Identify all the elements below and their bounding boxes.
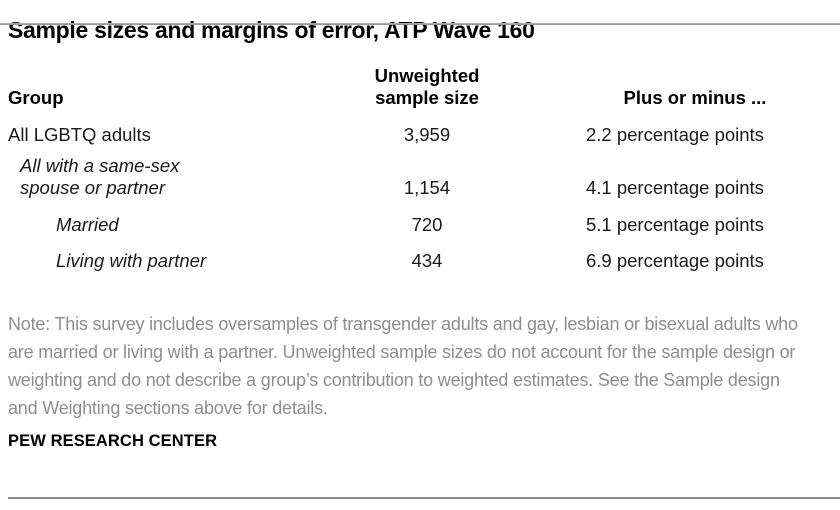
- margin-cell: 5.1 percentage points: [586, 214, 764, 235]
- group-cell: All with a same-sex spouse or partner: [8, 155, 338, 199]
- sample-size-cell: 1,154: [403, 177, 451, 198]
- column-header-sample-size-label: Unweighted sample size: [374, 65, 480, 108]
- table-row: Married 720 5.1 percentage points: [8, 214, 834, 236]
- group-label: Married: [56, 214, 119, 235]
- column-header-margin: Plus or minus ...: [623, 87, 767, 108]
- table-row: All LGBTQ adults 3,959 2.2 percentage po…: [8, 124, 834, 146]
- column-header-group: Group: [8, 87, 64, 108]
- group-cell: Living with partner: [8, 250, 338, 272]
- sample-size-cell: 3,959: [403, 124, 451, 145]
- group-cell: Married: [8, 214, 338, 236]
- margin-cell: 4.1 percentage points: [586, 177, 764, 198]
- group-label: Living with partner: [56, 250, 207, 271]
- table-header-row: Group Unweighted sample size Plus or min…: [8, 65, 834, 109]
- footnote-text: Note: This survey includes oversamples o…: [8, 314, 798, 418]
- table-row: Living with partner 434 6.9 percentage p…: [8, 250, 834, 272]
- sample-size-table: Group Unweighted sample size Plus or min…: [8, 65, 834, 272]
- table-row: All with a same-sex spouse or partner 1,…: [8, 155, 834, 199]
- margin-cell: 6.9 percentage points: [586, 250, 764, 271]
- column-header-sample-size: Unweighted sample size: [338, 65, 516, 109]
- sample-size-cell: 434: [411, 250, 443, 271]
- margin-cell: 2.2 percentage points: [586, 124, 764, 145]
- group-label: All LGBTQ adults: [8, 124, 151, 145]
- group-cell: All LGBTQ adults: [8, 124, 338, 146]
- source-attribution: PEW RESEARCH CENTER: [8, 432, 218, 450]
- report-table-figure: { "page": { "title": "Sample sizes and m…: [0, 16, 840, 510]
- sample-size-cell: 720: [411, 214, 443, 235]
- group-label: All with a same-sex spouse or partner: [20, 155, 180, 198]
- top-divider-rule: [0, 23, 840, 25]
- page-title: Sample sizes and margins of error, ATP W…: [8, 17, 535, 43]
- bottom-divider-rule: [8, 497, 840, 499]
